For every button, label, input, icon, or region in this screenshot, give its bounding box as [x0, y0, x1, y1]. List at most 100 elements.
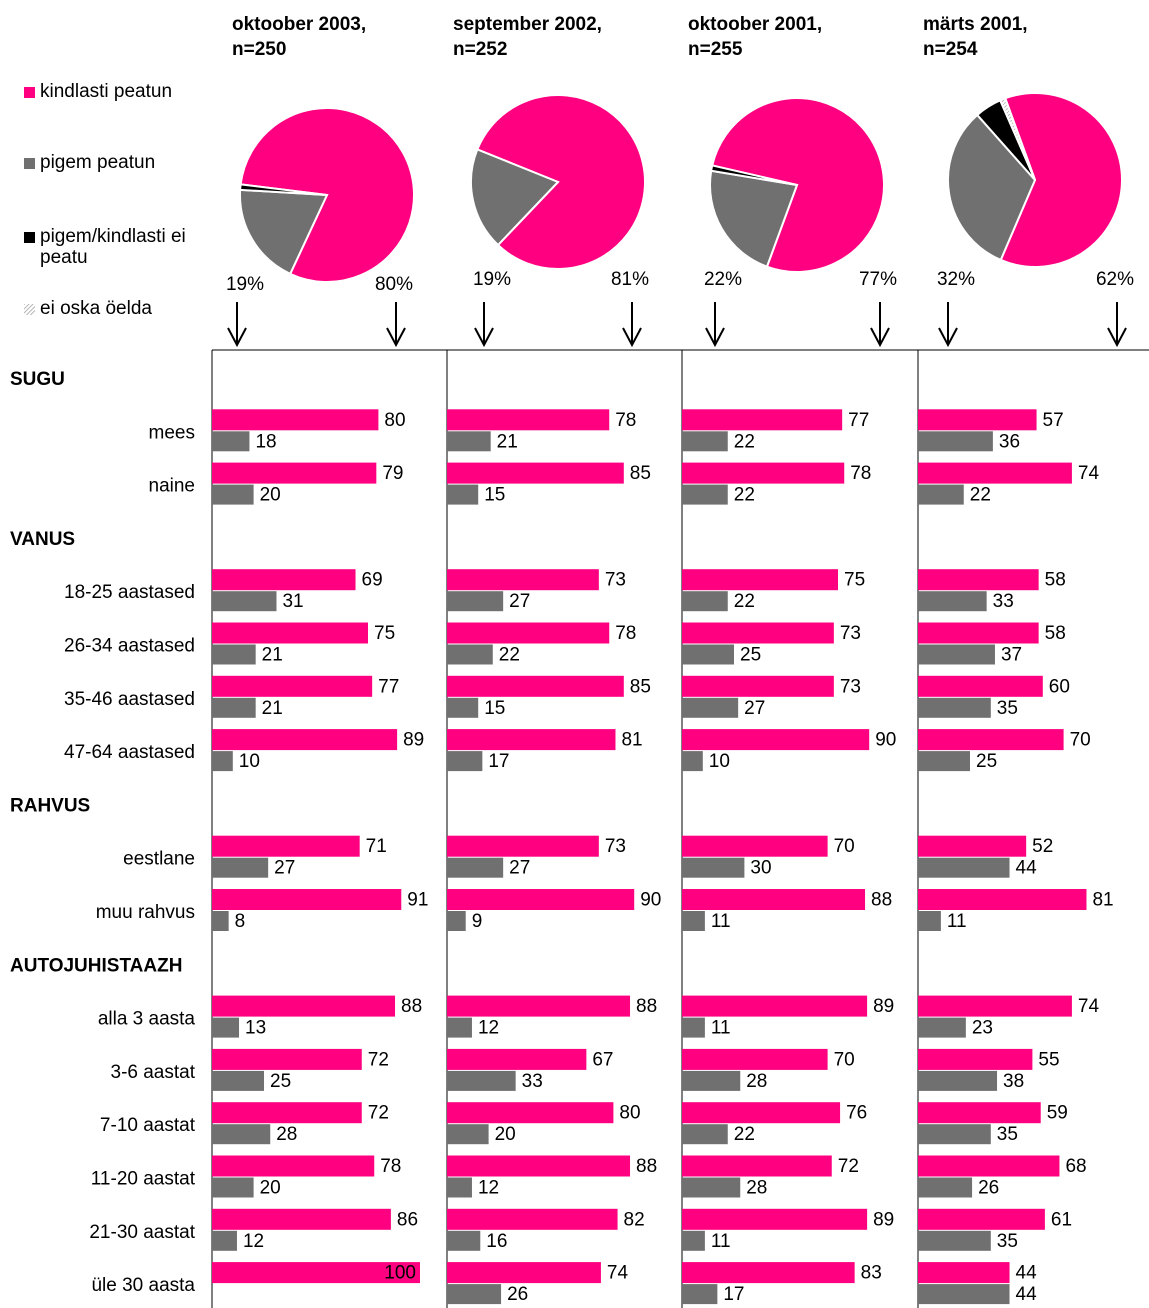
panel-title: september 2002,: [453, 14, 602, 35]
bar: [212, 1017, 240, 1038]
bar: [918, 1284, 1010, 1305]
bar: [447, 462, 624, 484]
bar: [447, 1124, 489, 1145]
bar-value-label: 91: [407, 890, 428, 911]
bar-value-label: 27: [509, 591, 530, 612]
bar: [682, 995, 868, 1017]
arrow: [227, 302, 247, 348]
bar: [918, 591, 987, 612]
bar-value-label: 75: [844, 570, 865, 591]
bar-value-label: 21: [262, 698, 283, 719]
bar: [447, 857, 504, 878]
bar-value-label: 12: [478, 1178, 499, 1199]
legend-swatch: [24, 232, 35, 243]
bar: [212, 462, 377, 484]
bar: [212, 729, 398, 751]
bar: [447, 591, 504, 612]
bar-value-label: 20: [260, 485, 281, 506]
bar: [682, 409, 843, 431]
arrow: [386, 302, 406, 348]
bar: [212, 857, 269, 878]
bar-value-label: 90: [640, 890, 661, 911]
bar-value-label: 80: [619, 1103, 640, 1124]
bar: [212, 995, 396, 1017]
bar-value-label: 35: [997, 698, 1018, 719]
bar: [212, 1070, 264, 1091]
legend-label: pigem peatun: [40, 152, 156, 173]
bar-value-label: 73: [840, 623, 861, 644]
bar: [918, 409, 1037, 431]
bar-value-label: 81: [621, 730, 642, 751]
bar: [212, 835, 360, 857]
bar-value-label: 70: [1070, 730, 1091, 751]
bar-value-label: 37: [1001, 645, 1022, 666]
pie-label: 62%: [1096, 269, 1134, 290]
bar: [682, 697, 739, 718]
bar: [212, 1155, 375, 1177]
bar: [682, 1017, 705, 1038]
bar-value-label: 20: [260, 1178, 281, 1199]
bar-value-label: 78: [850, 463, 871, 484]
bar-value-label: 100: [384, 1263, 416, 1284]
bar: [682, 1177, 741, 1198]
bar-value-label: 86: [397, 1209, 418, 1230]
pie-slice: [239, 183, 328, 196]
category-label: 7-10 aastat: [100, 1115, 196, 1136]
bar: [682, 484, 728, 505]
bar: [447, 1048, 587, 1070]
bar-value-label: 88: [636, 996, 657, 1017]
bar-value-label: 26: [507, 1284, 528, 1305]
bar-value-label: 13: [245, 1018, 266, 1039]
bar: [212, 1102, 362, 1124]
bar-value-label: 30: [750, 858, 771, 879]
bar-value-label: 68: [1065, 1156, 1086, 1177]
bar: [447, 1262, 601, 1284]
bar-value-label: 59: [1047, 1103, 1068, 1124]
bar: [682, 675, 834, 697]
category-label: muu rahvus: [96, 902, 195, 923]
bar-value-label: 89: [873, 996, 894, 1017]
bar-value-label: 12: [243, 1231, 264, 1252]
pie-slice: [999, 92, 1123, 268]
bar-value-label: 20: [495, 1124, 516, 1145]
bar-value-label: 38: [1003, 1071, 1024, 1092]
pie-label: 80%: [375, 274, 413, 295]
bar-value-label: 22: [734, 1124, 755, 1145]
bar: [682, 431, 728, 452]
bar: [918, 857, 1010, 878]
bar: [447, 431, 491, 452]
arrow: [1107, 302, 1127, 348]
bar-value-label: 67: [592, 1049, 613, 1070]
bar: [918, 751, 970, 772]
bar: [447, 484, 479, 505]
bar: [682, 569, 838, 591]
bar-value-label: 25: [270, 1071, 291, 1092]
bar-value-label: 28: [746, 1178, 767, 1199]
bar-value-label: 58: [1045, 623, 1066, 644]
bar: [682, 1230, 705, 1251]
group-title: AUTOJUHISTAAZH: [10, 955, 182, 976]
bar-value-label: 74: [1078, 463, 1100, 484]
bar: [682, 1262, 855, 1284]
bar: [212, 644, 256, 665]
bar: [682, 1284, 718, 1305]
pie-label: 19%: [473, 269, 511, 290]
bar: [682, 835, 828, 857]
bar: [682, 622, 834, 644]
category-label: 35-46 aastased: [64, 689, 195, 710]
pie-slice: [709, 169, 799, 268]
legend-swatch: [24, 87, 35, 98]
bar: [447, 835, 599, 857]
bar-value-label: 22: [734, 591, 755, 612]
bar: [447, 995, 631, 1017]
bar: [918, 1070, 998, 1091]
bar-value-label: 57: [1043, 410, 1064, 431]
bar-value-label: 31: [282, 591, 303, 612]
bar: [447, 409, 610, 431]
bar: [212, 591, 277, 612]
pie-label: 22%: [704, 269, 742, 290]
bar-value-label: 88: [636, 1156, 657, 1177]
bar: [212, 1208, 391, 1230]
bar-value-label: 18: [255, 431, 276, 452]
